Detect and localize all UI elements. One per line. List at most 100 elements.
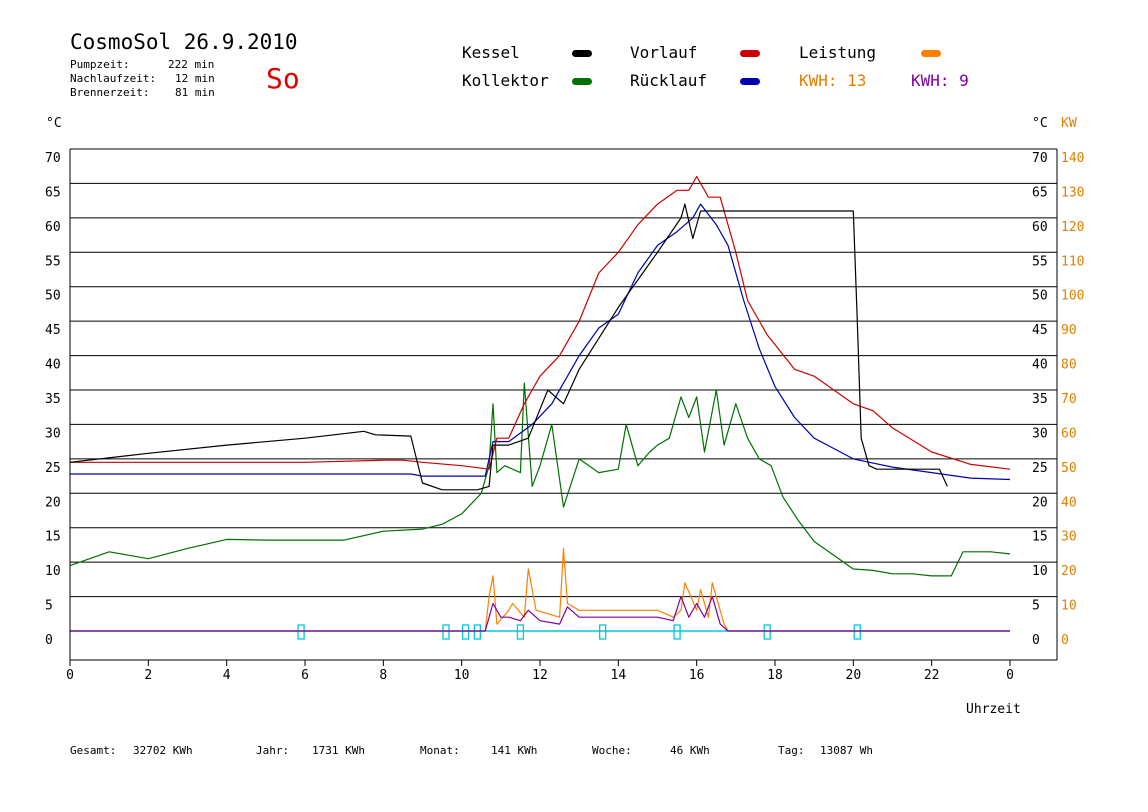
- series-line-kollektor: [69, 382, 1011, 577]
- x-tick-label: 14: [611, 668, 627, 683]
- y-tick-label: 40: [45, 358, 61, 373]
- x-tick-label: 0: [66, 668, 74, 683]
- series-line-leistung: [70, 547, 1010, 632]
- y-right-tick-label: 50: [1032, 289, 1048, 304]
- y2-tick-label: 30: [1061, 530, 1077, 545]
- y-right-tick-label: 45: [1032, 323, 1048, 338]
- y-right-tick-label: 20: [1032, 495, 1048, 510]
- footer-woche-label: Woche:: [592, 744, 632, 757]
- stat-nachlaufzeit-value: 12 min: [175, 72, 215, 85]
- footer-monat-value: 141 KWh: [491, 744, 538, 757]
- pump-marker: [461, 624, 470, 640]
- y2-tick-label: 120: [1061, 220, 1084, 235]
- y-tick-label: 45: [45, 323, 61, 338]
- y-right-tick-label: 25: [1032, 461, 1048, 476]
- series-line-kwh2: [70, 595, 1010, 632]
- y-tick-label: 65: [45, 185, 61, 200]
- y2-tick-label: 40: [1061, 495, 1077, 510]
- y-right-tick-label: 10: [1032, 564, 1048, 579]
- footer-jahr-value: 1731 KWh: [312, 744, 365, 757]
- series-line-vorlauf: [70, 175, 1011, 470]
- y2-tick-label: 50: [1061, 461, 1077, 476]
- x-tick-label: 16: [689, 668, 705, 683]
- legend-vorlauf-swatch: [740, 50, 760, 57]
- series-line-kessel: [69, 203, 948, 491]
- y-tick-label: 10: [45, 564, 61, 579]
- grid-layer: [70, 148, 1057, 598]
- legend-ruecklauf-swatch: [740, 78, 760, 85]
- pump-marker: [853, 624, 861, 640]
- legend-kessel-swatch: [572, 50, 592, 57]
- x-tick-label: 6: [301, 668, 309, 683]
- pump-marker: [673, 624, 681, 640]
- footer-tag-value: 13087 Wh: [820, 744, 873, 757]
- y-right-tick-label: 35: [1032, 392, 1048, 407]
- right-axis-unit: °C: [1032, 116, 1048, 131]
- x-tick-label: 0: [1006, 668, 1014, 683]
- legend-kollektor-label: Kollektor: [462, 71, 549, 90]
- x-tick-label: 8: [379, 668, 387, 683]
- y2-tick-label: 20: [1061, 564, 1077, 579]
- series-line-ruecklauf: [70, 203, 1011, 481]
- footer-monat-label: Monat:: [420, 744, 460, 757]
- right-axis-unit-kw: KW: [1061, 116, 1077, 131]
- y-right-tick-label: 55: [1032, 254, 1048, 269]
- y-tick-label: 70: [45, 151, 61, 166]
- chart-title: CosmoSol 26.9.2010: [70, 30, 298, 54]
- y-tick-label: 15: [45, 530, 61, 545]
- y-right-tick-label: 30: [1032, 426, 1048, 441]
- x-tick-label: 18: [767, 668, 783, 683]
- y-tick-label: 5: [45, 599, 53, 614]
- y2-tick-label: 70: [1061, 392, 1077, 407]
- y-tick-label: 30: [45, 426, 61, 441]
- footer-gesamt-label: Gesamt:: [70, 744, 117, 757]
- legend-kessel-label: Kessel: [462, 43, 520, 62]
- pump-marker: [442, 624, 450, 640]
- y2-tick-label: 130: [1061, 185, 1084, 200]
- pump-marker: [473, 624, 481, 640]
- y-right-tick-label: 65: [1032, 185, 1048, 200]
- stat-brennerzeit-value: 81 min: [175, 86, 215, 99]
- x-tick-label: 2: [144, 668, 152, 683]
- stat-pumpzeit-value: 222 min: [168, 58, 215, 71]
- left-axis-unit: °C: [46, 116, 62, 131]
- y-tick-label: 35: [45, 392, 61, 407]
- y2-tick-label: 0: [1061, 633, 1069, 648]
- y-tick-label: 20: [45, 495, 61, 510]
- y-right-tick-label: 70: [1032, 151, 1048, 166]
- y-tick-label: 50: [45, 289, 61, 304]
- footer-jahr-label: Jahr:: [256, 744, 290, 757]
- legend-vorlauf-label: Vorlauf: [630, 43, 698, 62]
- stat-nachlaufzeit-label: Nachlaufzeit:: [70, 72, 157, 85]
- y-right-tick-label: 40: [1032, 358, 1048, 373]
- pump-marker: [763, 624, 771, 640]
- legend-kollektor-swatch: [572, 78, 592, 85]
- x-tick-label: 4: [223, 668, 231, 683]
- y-tick-label: 0: [45, 633, 53, 648]
- pump-marker: [516, 624, 525, 640]
- legend-kwh1: KWH: 13: [799, 71, 867, 90]
- y2-tick-label: 90: [1061, 323, 1077, 338]
- y2-tick-label: 80: [1061, 358, 1077, 373]
- y-right-tick-label: 60: [1032, 220, 1048, 235]
- stat-pumpzeit-label: Pumpzeit:: [70, 58, 130, 71]
- y2-tick-label: 60: [1061, 426, 1077, 441]
- footer-tag-label: Tag:: [778, 744, 805, 757]
- y-tick-label: 60: [45, 220, 61, 235]
- legend-leistung-swatch: [921, 50, 941, 57]
- legend-leistung-label: Leistung: [799, 43, 877, 62]
- x-tick-label: 12: [532, 668, 548, 683]
- pump-marker: [599, 624, 607, 640]
- series-layer: [69, 175, 1011, 640]
- y2-tick-label: 100: [1061, 289, 1084, 304]
- y2-tick-label: 10: [1061, 599, 1077, 614]
- y-right-tick-label: 0: [1032, 633, 1040, 648]
- y-tick-label: 25: [45, 461, 61, 476]
- y-right-tick-label: 15: [1032, 530, 1048, 545]
- x-tick-label: 22: [924, 668, 940, 683]
- x-tick-label: 20: [846, 668, 862, 683]
- y2-tick-label: 140: [1061, 151, 1084, 166]
- y-tick-label: 55: [45, 254, 61, 269]
